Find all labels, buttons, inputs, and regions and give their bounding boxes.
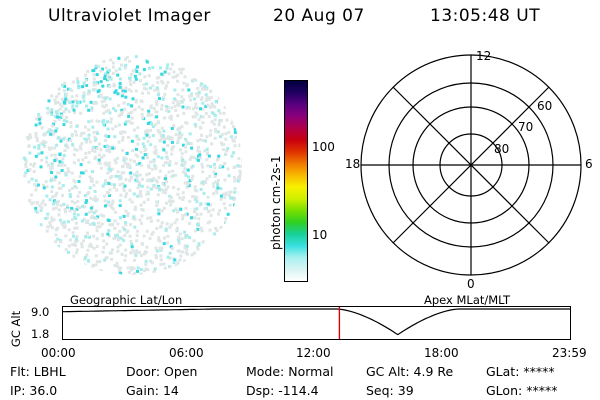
mlt-label-6: 6 xyxy=(585,157,593,171)
mlt-label-12: 12 xyxy=(476,49,491,63)
instrument-title: Ultraviolet Imager xyxy=(48,6,211,26)
apex-label: Apex MLat/MLT xyxy=(424,293,511,307)
observation-time: 13:05:48 UT xyxy=(430,6,541,26)
polar-mlat-mlt-grid: 12 0 18 6 60 70 80 xyxy=(345,49,593,290)
status-glat: GLat: ***** xyxy=(486,364,555,379)
status-mode: Mode: Normal xyxy=(246,364,334,379)
mlat-label-60: 60 xyxy=(537,99,552,113)
status-seq: Seq: 39 xyxy=(366,383,414,398)
time-tick-0600: 06:00 xyxy=(169,346,204,360)
status-filter: Flt: LBHL xyxy=(10,364,66,379)
status-glon: GLon: ***** xyxy=(486,383,558,398)
observation-date: 20 Aug 07 xyxy=(273,6,365,26)
mlat-label-80: 80 xyxy=(494,142,509,156)
altitude-tick-high: 9.0 xyxy=(31,305,50,319)
mlat-label-70: 70 xyxy=(518,120,533,134)
status-gc-alt: GC Alt: 4.9 Re xyxy=(366,364,454,379)
color-scale-bar xyxy=(284,80,308,282)
status-dsp: Dsp: -114.4 xyxy=(246,383,319,398)
auroral-image xyxy=(22,55,242,275)
colorbar-tick-10: 10 xyxy=(312,228,328,242)
colorbar-tick-100: 100 xyxy=(312,140,335,154)
mlt-label-18: 18 xyxy=(345,157,360,171)
orbit-altitude-timeline xyxy=(62,306,571,340)
status-ip: IP: 36.0 xyxy=(10,383,58,398)
time-tick-1200: 12:00 xyxy=(296,346,331,360)
time-tick-2359: 23:59 xyxy=(552,346,587,360)
status-door: Door: Open xyxy=(126,364,198,379)
colorbar-unit-label: photon cm-2s-1 xyxy=(269,155,283,251)
status-gain: Gain: 14 xyxy=(126,383,179,398)
geographic-label: Geographic Lat/Lon xyxy=(70,293,183,307)
altitude-axis-title: GC Alt xyxy=(9,310,23,348)
time-tick-1800: 18:00 xyxy=(424,346,459,360)
time-tick-0000: 00:00 xyxy=(41,346,76,360)
altitude-tick-low: 1.8 xyxy=(31,327,50,341)
mlt-label-0: 0 xyxy=(467,277,475,290)
